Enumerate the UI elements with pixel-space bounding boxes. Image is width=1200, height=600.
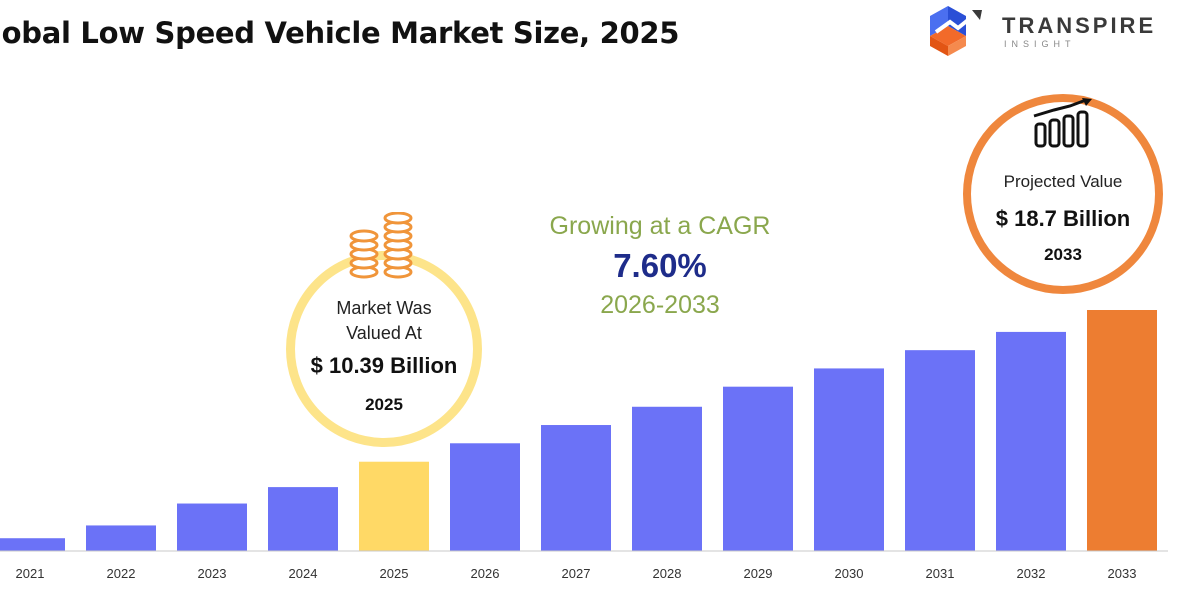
x-tick-label-2027: 2027 (562, 566, 591, 581)
bar-2028 (632, 406, 702, 551)
base-label-line2: Valued At (346, 323, 422, 344)
transpire-logo: TRANSPIRE INSIGHT (928, 2, 1168, 62)
bar-2025 (359, 461, 429, 551)
x-tick-label-2026: 2026 (471, 566, 500, 581)
x-tick-label-2031: 2031 (926, 566, 955, 581)
projected-value-label: Projected Value (1003, 172, 1123, 191)
x-tick-label-2024: 2024 (289, 566, 318, 581)
cagr-period: 2026-2033 (600, 291, 720, 319)
base-value-label: Market Was Valued At (295, 296, 473, 346)
bar-2024 (268, 487, 338, 551)
logo-subtitle: INSIGHT (1004, 39, 1076, 49)
bar-2021 (0, 538, 65, 551)
bar-2029 (723, 386, 793, 551)
growth-chart-icon (1033, 98, 1092, 148)
bar-2033 (1087, 310, 1157, 551)
logo-cube-icon (930, 6, 982, 56)
cagr-block: Growing at a CAGR 7.60% 2026-2033 (520, 212, 800, 320)
x-tick-label-2032: 2032 (1017, 566, 1046, 581)
x-tick-label-2021: 2021 (16, 566, 45, 581)
cagr-label: Growing at a CAGR (549, 212, 771, 240)
bar-2030 (814, 368, 884, 551)
x-tick-label-2029: 2029 (744, 566, 773, 581)
x-tick-label-2022: 2022 (107, 566, 136, 581)
bar-2023 (177, 503, 247, 551)
x-tick-label-2023: 2023 (198, 566, 227, 581)
bar-2026 (450, 443, 520, 551)
base-value-amount: $ 10.39 Billion (310, 353, 458, 378)
cagr-value: 7.60% (613, 247, 707, 284)
x-tick-label-2028: 2028 (653, 566, 682, 581)
projected-value-amount: $ 18.7 Billion (995, 206, 1131, 231)
bar-2022 (86, 525, 156, 551)
chart-title: lobal Low Speed Vehicle Market Size, 202… (0, 16, 680, 50)
base-label-line1: Market Was (336, 298, 432, 318)
bar-2031 (905, 350, 975, 551)
bar-2032 (996, 331, 1066, 551)
base-value-year: 2025 (365, 395, 403, 414)
coins-icon (349, 212, 413, 279)
x-tick-label-2025: 2025 (380, 566, 409, 581)
projected-value-year: 2033 (1044, 245, 1082, 264)
logo-name: TRANSPIRE (1002, 13, 1157, 38)
x-tick-label-2030: 2030 (835, 566, 864, 581)
x-tick-label-2033: 2033 (1108, 566, 1137, 581)
bar-2027 (541, 425, 611, 551)
